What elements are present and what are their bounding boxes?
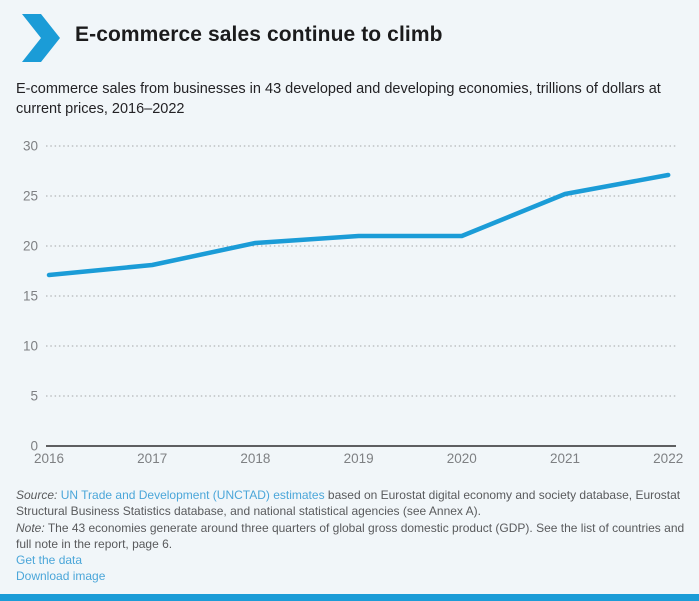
y-tick-label: 15 [23,289,38,304]
source-link[interactable]: UN Trade and Development (UNCTAD) estima… [60,488,325,502]
y-tick-label: 10 [23,339,38,354]
footer-notes: Source: UN Trade and Development (UNCTAD… [16,487,690,585]
get-the-data-link[interactable]: Get the data [16,553,83,568]
download-image-link[interactable]: Download image [16,569,106,584]
sales-data-line [46,172,671,278]
source-label: Source: [16,488,58,502]
chevron-right-icon [22,14,60,62]
y-tick-label: 25 [23,189,38,204]
x-tick-label: 2021 [550,451,580,466]
x-tick-label: 2022 [653,451,683,466]
y-tick-label: 5 [30,389,38,404]
bottom-accent-bar [0,594,699,601]
chart-subtitle: E-commerce sales from businesses in 43 d… [16,81,661,117]
y-tick-label: 20 [23,239,38,254]
x-tick-label: 2020 [447,451,477,466]
source-text: based on Eurostat digital economy and so… [16,488,681,519]
y-tick-label: 30 [23,139,38,154]
note-text: The 43 economies generate around three q… [16,520,685,551]
source-note: Source: UN Trade and Development (UNCTAD… [16,487,690,520]
y-tick-label: 0 [30,439,38,454]
x-tick-label: 2019 [344,451,374,466]
note-text-block: Note: The 43 economies generate around t… [16,520,690,553]
x-tick-label: 2016 [34,451,64,466]
x-tick-label: 2018 [240,451,270,466]
page-title: E-commerce sales continue to climb [75,23,443,46]
note-label: Note: [16,520,45,535]
header: E-commerce sales continue to climb [0,0,699,70]
x-tick-label: 2017 [137,451,167,466]
